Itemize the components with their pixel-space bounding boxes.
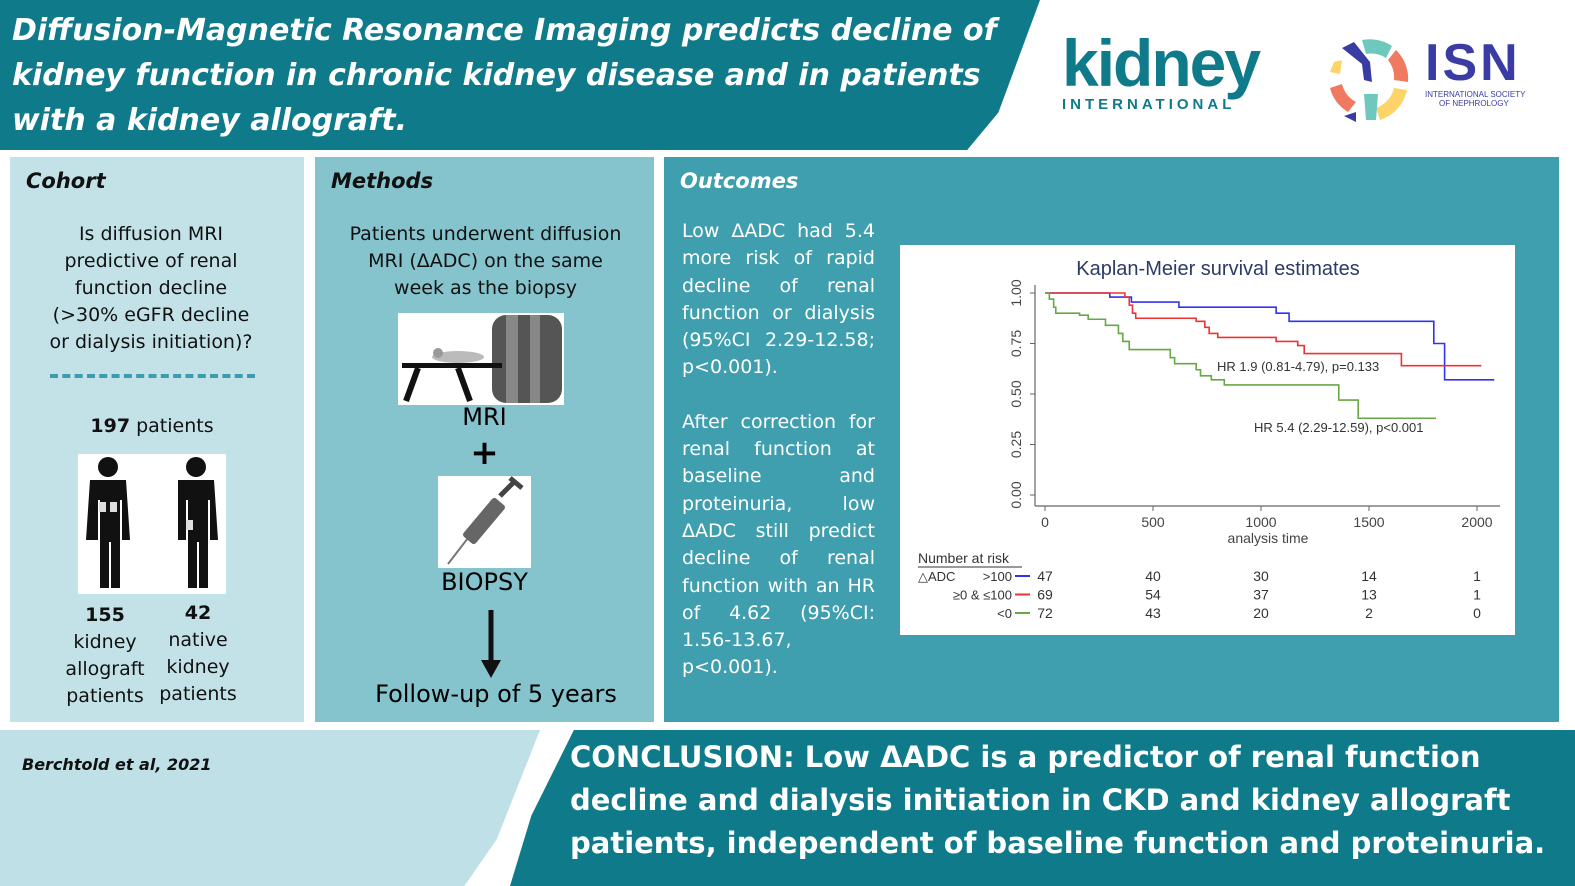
plus-sign: + bbox=[470, 433, 499, 473]
methods-text: Patients underwent diffusion MRI (ΔADC) … bbox=[349, 223, 622, 299]
risk-value: 47 bbox=[1037, 568, 1053, 584]
x-tick-label: 500 bbox=[1141, 514, 1165, 530]
x-tick-label: 1500 bbox=[1353, 514, 1384, 530]
mri-label: MRI bbox=[462, 403, 507, 431]
y-tick-label: 0.25 bbox=[1008, 431, 1024, 458]
x-tick-label: 0 bbox=[1041, 514, 1049, 530]
outcomes-heading: Outcomes bbox=[680, 169, 799, 193]
x-tick-label: 1000 bbox=[1245, 514, 1276, 530]
patients-figures-icon bbox=[78, 454, 226, 594]
cohort-panel: Cohort Is diffusion MRI predictive of re… bbox=[10, 157, 304, 722]
risk-row-label: ≥0 & ≤100 bbox=[953, 588, 1012, 603]
survival-curve-0 bbox=[1045, 292, 1495, 381]
outcome-paragraph-1: Low ΔADC had 5.4 more risk of rapid decl… bbox=[682, 220, 875, 379]
citation: Berchtold et al, 2021 bbox=[22, 755, 212, 774]
conclusion-text: CONCLUSION: Low ΔADC is a predictor of r… bbox=[570, 740, 1546, 860]
x-axis-label: analysis time bbox=[1228, 530, 1309, 546]
header-banner bbox=[0, 0, 1040, 150]
risk-value: 20 bbox=[1253, 605, 1269, 621]
down-arrow-icon bbox=[481, 610, 501, 678]
survival-curve-1 bbox=[1045, 292, 1482, 367]
risk-value: 54 bbox=[1145, 587, 1161, 603]
followup-label: Follow-up of 5 years bbox=[375, 680, 617, 708]
hr-annotation: HR 5.4 (2.29-12.59), p<0.001 bbox=[1254, 420, 1423, 435]
dashed-divider bbox=[50, 374, 255, 378]
risk-group-label: △ADC bbox=[918, 569, 955, 584]
risk-value: 40 bbox=[1145, 568, 1161, 584]
x-tick-label: 2000 bbox=[1461, 514, 1492, 530]
biopsy-syringe-icon bbox=[438, 476, 531, 568]
risk-row-label: <0 bbox=[997, 606, 1012, 621]
cohort-heading: Cohort bbox=[26, 169, 106, 193]
methods-heading: Methods bbox=[331, 169, 434, 193]
y-tick-label: 0.50 bbox=[1008, 380, 1024, 407]
methods-panel: Methods Patients underwent diffusion MRI… bbox=[315, 157, 654, 722]
survival-curve-2 bbox=[1045, 292, 1436, 420]
outcome-paragraph-2: After correction for renal function at b… bbox=[682, 410, 875, 679]
cohort-question: Is diffusion MRI predictive of renal fun… bbox=[49, 223, 253, 353]
biopsy-label: BIOPSY bbox=[441, 568, 528, 596]
chart-svg: Kaplan-Meier survival estimates 0.00 0.25… bbox=[918, 258, 1500, 621]
isn-logo-text: ISN INTERNATIONAL SOCIETY OF NEPHROLOGY bbox=[1425, 34, 1526, 108]
risk-value: 2 bbox=[1365, 605, 1373, 621]
mri-scanner-icon bbox=[398, 313, 564, 405]
logo-international-text: INTERNATIONAL bbox=[1062, 96, 1236, 113]
chart-title: Kaplan-Meier survival estimates bbox=[1076, 258, 1359, 280]
risk-value: 37 bbox=[1253, 587, 1269, 603]
risk-value: 72 bbox=[1037, 605, 1053, 621]
risk-row-label: >100 bbox=[983, 569, 1012, 584]
risk-value: 43 bbox=[1145, 605, 1161, 621]
kaplan-meier-chart: Kaplan-Meier survival estimates 0.00 0.25… bbox=[900, 245, 1515, 635]
risk-value: 30 bbox=[1253, 568, 1269, 584]
y-tick-label: 0.00 bbox=[1008, 481, 1024, 508]
page-title: Diffusion-Magnetic Resonance Imaging pre… bbox=[12, 13, 997, 138]
citation-banner bbox=[0, 730, 540, 886]
risk-value: 14 bbox=[1361, 568, 1377, 584]
native-group: 42 native kidney patients bbox=[159, 602, 237, 705]
y-tick-label: 0.75 bbox=[1008, 330, 1024, 357]
risk-value: 0 bbox=[1473, 605, 1481, 621]
outcomes-text: Low ΔADC had 5.4 more risk of rapid decl… bbox=[682, 218, 875, 682]
kidney-international-logo: kidney INTERNATIONAL bbox=[1062, 30, 1292, 130]
logo-kidney-text: kidney bbox=[1062, 26, 1261, 100]
risk-table-title: Number at risk bbox=[918, 550, 1010, 566]
risk-value: 69 bbox=[1037, 587, 1053, 603]
hr-annotation: HR 1.9 (0.81-4.79), p=0.133 bbox=[1217, 359, 1379, 374]
risk-value: 13 bbox=[1361, 587, 1377, 603]
isn-logo-icon bbox=[1330, 39, 1409, 122]
conclusion-banner bbox=[510, 730, 1575, 886]
risk-value: 1 bbox=[1473, 587, 1481, 603]
allograft-group: 155 kidney allograft patients bbox=[65, 604, 145, 707]
risk-value: 1 bbox=[1473, 568, 1481, 584]
y-tick-label: 1.00 bbox=[1008, 279, 1024, 306]
total-patients: 197 patients bbox=[90, 415, 214, 437]
